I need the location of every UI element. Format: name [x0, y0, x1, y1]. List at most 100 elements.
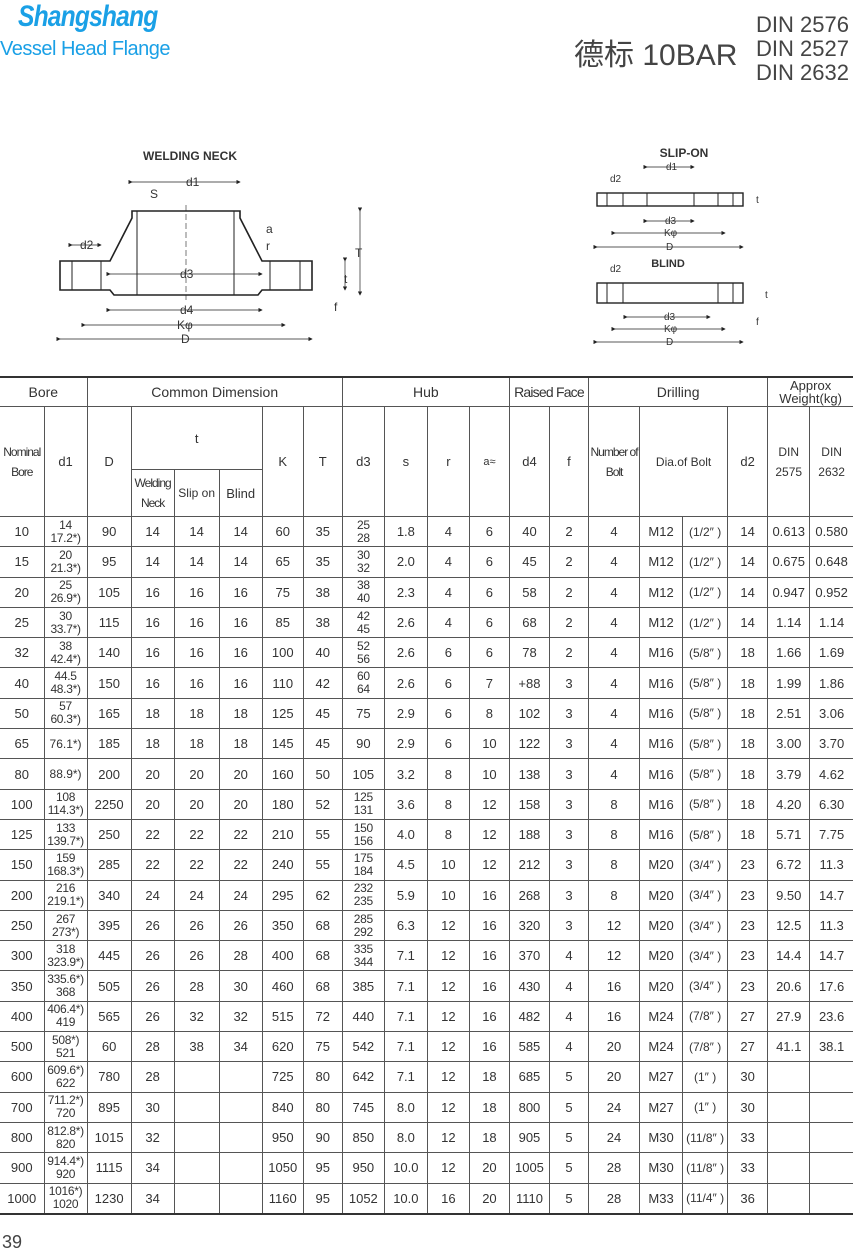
cell-raised-face-d4: 188 — [508, 818, 550, 851]
cell-raised-face-d4: 430 — [508, 970, 550, 1002]
cell-number-of-bolts: 8 — [588, 879, 641, 911]
cell-hub-d3: 25 28 — [341, 515, 385, 548]
cell-weight-din-2632: 1.69 — [809, 637, 853, 669]
label-f: f — [334, 300, 338, 314]
cell-t-blind — [218, 1152, 263, 1184]
cell-d1: 20 21.3*) — [43, 546, 88, 578]
cell-raised-face-f: 3 — [548, 909, 590, 942]
label-d3: d3 — [180, 267, 194, 281]
cell-t-blind: 34 — [218, 1031, 263, 1063]
cell-d1: 108 114.3*) — [43, 788, 88, 820]
cell-number-of-bolts: 4 — [588, 637, 641, 669]
cell-number-of-bolts: 4 — [588, 576, 641, 608]
cell-t-slip-on: 26 — [173, 940, 220, 972]
cell-bolt-size: M16 — [639, 788, 683, 820]
cell-hub-r: 10 — [426, 849, 470, 881]
cell-hub-d3: 90 — [341, 728, 385, 760]
cell-weight-din-2632 — [809, 1061, 853, 1093]
label-d1: d1 — [186, 175, 200, 189]
cell-hub-r: 8 — [426, 758, 470, 790]
table-row: 200 216 219.1*) 340 24 24 24 295 62 232 235 5.9 10… — [0, 879, 853, 911]
cell-raised-face-f: 3 — [548, 849, 590, 881]
cell-t-slip-on: 14 — [173, 546, 220, 578]
cell-hub-r: 4 — [426, 546, 470, 578]
cell-t-slip-on: 20 — [173, 758, 220, 790]
cell-bolt-size-inch: (3/4″ ) — [682, 909, 729, 942]
cell-weight-din-2632: 38.1 — [809, 1031, 853, 1063]
cell-bolt-size: M16 — [639, 637, 683, 669]
cell-bolt-circle-k: 75 — [261, 576, 304, 608]
cell-raised-face-d4: 800 — [508, 1091, 550, 1123]
label-a: a — [266, 222, 273, 236]
cell-bolt-circle-k: 160 — [261, 758, 304, 790]
cell-outer-diameter: 95 — [86, 546, 132, 578]
cell-d1: 159 168.3*) — [43, 849, 88, 881]
cell-t-welding-neck: 22 — [130, 849, 175, 881]
cell-d1: 711.2*) 720 — [43, 1091, 88, 1123]
cell-hub-d3: 150 156 — [341, 818, 385, 851]
blind-label-d3: d3 — [664, 312, 676, 323]
cell-t-blind: 26 — [218, 909, 263, 942]
cell-weight-din-2575: 9.50 — [767, 879, 811, 911]
table-row: 40 44.5 48.3*) 150 16 16 16 110 42 60 64 2.6 6 7 +88… — [0, 667, 853, 699]
cell-bolt-hole-d2: 27 — [727, 1000, 769, 1033]
cell-bolt-hole-d2: 18 — [727, 697, 769, 730]
cell-hub-r: 12 — [426, 970, 470, 1002]
cell-t-blind: 24 — [218, 879, 263, 911]
cell-bolt-circle-k: 515 — [261, 1000, 304, 1033]
cell-hub-a: 18 — [468, 1121, 510, 1154]
cell-raised-face-d4: 320 — [508, 909, 550, 942]
cell-outer-diameter: 60 — [86, 1031, 132, 1063]
cell-hub-a: 12 — [468, 818, 510, 851]
cell-bolt-size-inch: (3/4″ ) — [682, 970, 729, 1002]
page-title: 德标 10BAR — [574, 39, 738, 72]
page-number: 39 — [2, 1232, 23, 1252]
table-row: 1000 1016*) 1020 1230 34 1160 95 1052 10.0 16 20 1… — [0, 1182, 853, 1215]
group-drilling: Drilling — [588, 376, 769, 407]
cell-raised-face-d4: 370 — [508, 940, 550, 972]
label-d4: d4 — [180, 303, 194, 317]
cell-nominal-bore: 300 — [0, 940, 45, 972]
cell-hub-a: 16 — [468, 940, 510, 972]
cell-hub-r: 10 — [426, 879, 470, 911]
cell-height-T: 45 — [302, 697, 343, 730]
cell-bolt-size: M30 — [639, 1152, 683, 1184]
cell-d1: 38 42.4*) — [43, 637, 88, 669]
cell-hub-d3: 850 — [341, 1121, 385, 1154]
cell-number-of-bolts: 8 — [588, 788, 641, 820]
table-row: 500 508*) 521 60 28 38 34 620 75 542 7.1 12 16 585 4 2… — [0, 1031, 853, 1063]
cell-nominal-bore: 40 — [0, 667, 45, 699]
cell-raised-face-f: 3 — [548, 818, 590, 851]
cell-hub-a: 10 — [468, 758, 510, 790]
cell-bolt-size: M24 — [639, 1000, 683, 1033]
cell-t-welding-neck: 20 — [130, 758, 175, 790]
cell-bolt-hole-d2: 33 — [727, 1152, 769, 1184]
cell-d1: 812.8*) 820 — [43, 1121, 88, 1154]
cell-weight-din-2575: 20.6 — [767, 970, 811, 1002]
cell-t-slip-on: 32 — [173, 1000, 220, 1033]
cell-height-T: 80 — [302, 1061, 343, 1093]
cell-bolt-circle-k: 950 — [261, 1121, 304, 1154]
cell-number-of-bolts: 12 — [588, 940, 641, 972]
cell-t-welding-neck: 20 — [130, 788, 175, 820]
cell-bolt-size: M12 — [639, 606, 683, 639]
cell-nominal-bore: 250 — [0, 909, 45, 942]
cell-hub-d3: 745 — [341, 1091, 385, 1123]
cell-t-welding-neck: 14 — [130, 546, 175, 578]
cell-bolt-circle-k: 210 — [261, 818, 304, 851]
cell-number-of-bolts: 24 — [588, 1121, 641, 1154]
cell-weight-din-2575 — [767, 1061, 811, 1093]
col-K: K — [261, 406, 304, 517]
cell-bolt-size-inch: (1″ ) — [682, 1061, 729, 1093]
cell-bolt-size-inch: (3/4″ ) — [682, 879, 729, 911]
cell-hub-d3: 175 184 — [341, 849, 385, 881]
cell-hub-d3: 542 — [341, 1031, 385, 1063]
cell-weight-din-2575: 14.4 — [767, 940, 811, 972]
cell-weight-din-2575: 1.66 — [767, 637, 811, 669]
cell-hub-s: 2.9 — [383, 728, 428, 760]
cell-t-welding-neck: 16 — [130, 667, 175, 699]
cell-weight-din-2632: 23.6 — [809, 1000, 853, 1033]
cell-bolt-circle-k: 620 — [261, 1031, 304, 1063]
cell-weight-din-2632 — [809, 1182, 853, 1215]
cell-hub-a: 6 — [468, 637, 510, 669]
